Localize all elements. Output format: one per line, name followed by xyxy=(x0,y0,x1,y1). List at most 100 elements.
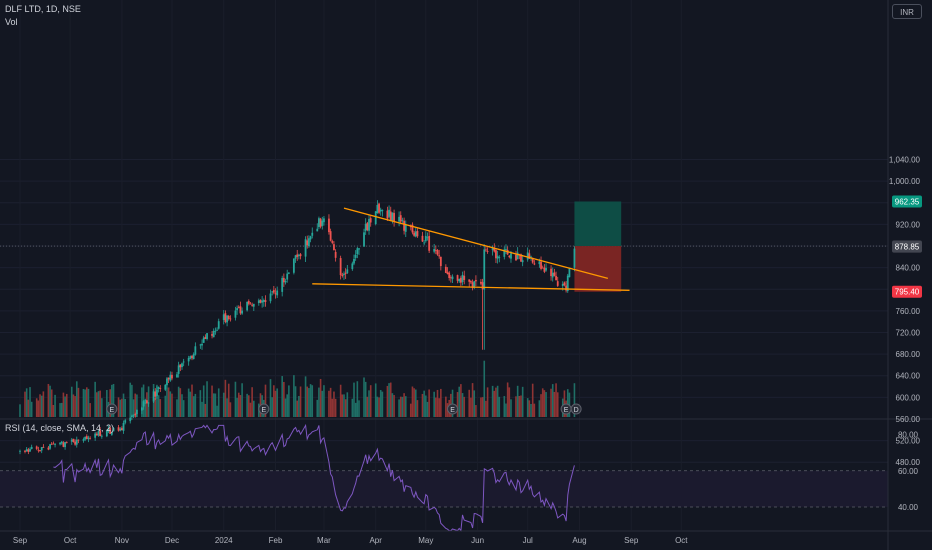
candle-body xyxy=(341,274,344,276)
volume-bar xyxy=(346,392,349,417)
rsi-line[interactable] xyxy=(53,423,575,532)
volume-bar xyxy=(214,393,217,417)
trendlines[interactable] xyxy=(312,207,630,291)
volume-bar xyxy=(251,387,253,417)
rsi-band-fill xyxy=(0,470,888,507)
symbol-title[interactable]: DLF LTD, 1D, NSE xyxy=(5,4,81,14)
volume-bar xyxy=(321,390,324,417)
candle-body xyxy=(119,428,122,431)
time-tick-label: Jun xyxy=(471,536,484,545)
volume-bar xyxy=(211,385,213,417)
time-axis[interactable]: Sep Oct Nov Dec 2024 Feb Mar Apr May Jun Jul Aug Sep… xyxy=(0,530,932,545)
volume-bar xyxy=(202,385,205,417)
volume-bar xyxy=(471,383,474,417)
volume-bar xyxy=(229,402,232,417)
rsi-tick-label: 40.00 xyxy=(898,503,919,512)
candle-body xyxy=(199,344,202,346)
candle-body xyxy=(530,256,532,258)
volume-bar xyxy=(389,382,392,417)
candle-body xyxy=(229,318,232,320)
candle-body xyxy=(49,444,51,449)
volume-bar xyxy=(273,385,275,417)
volume-bar xyxy=(299,386,302,417)
volume-legend[interactable]: Vol xyxy=(5,17,18,27)
candle-body xyxy=(550,268,552,277)
candle-body xyxy=(146,400,148,404)
candle-body xyxy=(351,263,354,270)
candle-body xyxy=(214,330,217,332)
volume-bar xyxy=(212,393,215,417)
volume-bar xyxy=(463,396,466,417)
candle-body xyxy=(333,244,335,251)
volume-bar xyxy=(159,399,162,417)
rsi-legend[interactable]: RSI (14, close, SMA, 14, 2) xyxy=(5,423,115,433)
volume-bar xyxy=(129,382,132,417)
candle-body xyxy=(97,431,100,436)
candle-body xyxy=(446,272,449,275)
candle-body xyxy=(124,420,127,423)
long-position-tool[interactable] xyxy=(574,201,622,292)
candle-body xyxy=(520,254,522,262)
rsi-panel[interactable]: 40.00 60.00 80.00 xyxy=(0,418,932,532)
volume-bar xyxy=(435,397,437,417)
candle-body xyxy=(369,218,372,223)
volume-bar xyxy=(403,393,405,417)
time-tick-label: 2024 xyxy=(215,536,233,545)
candle-body xyxy=(411,224,414,233)
volume-bar xyxy=(411,386,414,417)
candle-body xyxy=(99,430,102,437)
time-tick-label: Jul xyxy=(523,536,533,545)
volume-bar xyxy=(475,405,477,417)
stop-zone[interactable] xyxy=(574,246,622,292)
event-marker[interactable] xyxy=(258,403,270,415)
time-tick-label: May xyxy=(418,536,433,545)
candle-body xyxy=(72,438,75,443)
volume-bar xyxy=(24,391,26,417)
volume-bar xyxy=(237,392,240,417)
volume-bar xyxy=(124,398,127,417)
volume-bar xyxy=(538,400,541,417)
volume-bar xyxy=(329,387,332,417)
candle-body xyxy=(449,277,452,279)
candle-body xyxy=(176,374,178,378)
candle-body xyxy=(271,291,274,293)
candle-body xyxy=(287,272,290,274)
currency-button[interactable]: INR xyxy=(892,4,922,19)
volume-bar xyxy=(393,395,395,417)
candle-body xyxy=(264,300,267,302)
price-axis[interactable]: 480.00 520.00 560.00 600.00 640.00 680.00 720.… xyxy=(887,0,922,550)
volume-bar xyxy=(440,388,442,417)
volume-bar xyxy=(309,384,312,417)
candle-body xyxy=(515,254,517,261)
trendline[interactable] xyxy=(312,283,630,291)
candle-body xyxy=(252,303,255,307)
volume-bar xyxy=(154,397,157,417)
target-zone[interactable] xyxy=(574,201,622,247)
candle-body xyxy=(37,449,40,451)
candle-body xyxy=(129,417,132,422)
volume-bar xyxy=(343,394,345,417)
candle-body xyxy=(339,258,342,276)
candlestick-series[interactable] xyxy=(19,200,576,455)
volume-bar xyxy=(64,396,66,417)
volume-bar xyxy=(54,394,56,417)
volume-bar xyxy=(356,381,359,417)
event-marker[interactable] xyxy=(570,403,582,415)
volume-bar xyxy=(274,390,277,417)
volume-bar xyxy=(480,397,482,417)
volume-bar xyxy=(376,396,379,417)
volume-bar xyxy=(531,383,534,417)
volume-bar xyxy=(333,391,335,417)
candle-body xyxy=(444,266,447,273)
volume-bar xyxy=(445,396,447,417)
event-marker-label: E xyxy=(261,407,266,414)
event-marker[interactable] xyxy=(447,403,459,415)
trendline[interactable] xyxy=(343,207,609,280)
candle-body xyxy=(521,260,524,263)
candle-body xyxy=(541,267,544,269)
candle-body xyxy=(343,273,345,276)
event-marker[interactable] xyxy=(106,403,118,415)
candle-body xyxy=(212,330,215,338)
